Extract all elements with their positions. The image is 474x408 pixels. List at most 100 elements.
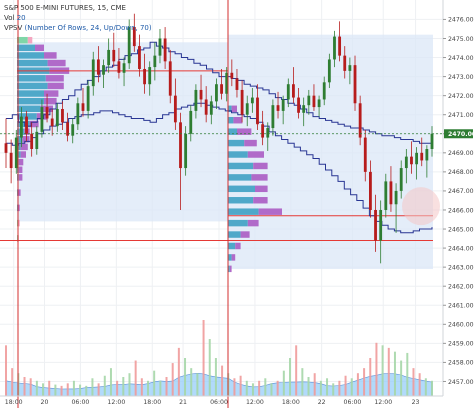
- candle-body: [353, 65, 357, 104]
- candle-body: [61, 108, 64, 123]
- volume-bar: [282, 370, 285, 396]
- candle-body: [410, 156, 413, 165]
- profile-up-bar: [17, 44, 35, 52]
- volume-bar: [54, 384, 57, 396]
- candle-body: [173, 95, 177, 123]
- candle-body: [261, 124, 265, 138]
- volume-bar: [29, 378, 32, 396]
- candle-body: [30, 133, 34, 150]
- profile-down-bar: [20, 143, 28, 151]
- volume-bar: [134, 360, 137, 396]
- price-tick-label: 2461.00: [448, 303, 474, 310]
- price-tick-label: 2467.00: [448, 188, 474, 195]
- price-tick-label: 2465.00: [448, 226, 474, 233]
- profile-up-bar: [17, 235, 18, 242]
- candle-body: [322, 82, 326, 100]
- profile-down-bar: [231, 105, 237, 113]
- profile-down-bar: [44, 52, 57, 59]
- profile-down-bar: [18, 166, 23, 173]
- price-tick-label: 2471.00: [448, 112, 474, 119]
- candle-body: [19, 116, 23, 138]
- candle-body: [209, 101, 213, 115]
- candle-body: [281, 99, 285, 111]
- candle-body: [420, 152, 424, 161]
- price-tick-label: 2473.00: [448, 74, 474, 81]
- vwap-lower-band: [6, 102, 433, 234]
- volume-bar: [363, 368, 366, 396]
- profile-down-bar: [235, 242, 241, 250]
- time-tick-label: 06:00: [344, 399, 362, 406]
- candle-body: [348, 65, 352, 71]
- candle-body: [86, 86, 90, 111]
- profile-up-bar: [17, 105, 41, 113]
- price-tick-label: 2464.00: [448, 245, 474, 252]
- time-tick-label: 23: [412, 399, 420, 406]
- volume-bar: [375, 342, 378, 396]
- volume-value: 20: [16, 14, 26, 22]
- profile-up-bar: [17, 75, 46, 82]
- profile-down-bar: [255, 185, 268, 193]
- candle-body: [14, 137, 18, 169]
- profile-up-bar: [228, 128, 237, 135]
- profile-down-bar: [247, 151, 264, 158]
- profile-up-bar: [17, 82, 48, 90]
- profile-up-bar: [228, 116, 234, 124]
- volume-bar: [140, 378, 143, 396]
- candle-body: [276, 105, 280, 111]
- price-tick-label: 2457.00: [448, 379, 474, 386]
- profile-down-bar: [47, 59, 66, 67]
- volume-bar: [424, 378, 427, 396]
- vwap-upper-band: [6, 41, 433, 146]
- candle-body: [368, 171, 372, 210]
- profile-down-bar: [251, 174, 268, 181]
- price-tick-label: 2463.00: [448, 264, 474, 271]
- profile-down-bar: [17, 219, 20, 227]
- price-tick-label: 2466.00: [448, 207, 474, 214]
- volume-bar: [97, 383, 100, 396]
- candle-body: [184, 133, 188, 169]
- candle-body: [45, 107, 49, 119]
- volume-bar: [313, 373, 316, 396]
- symbol-title: S&P 500 E-MINI FUTURES, 15, CME: [4, 4, 126, 12]
- price-tick-label: 2476.00: [448, 17, 474, 24]
- volume-bar: [5, 345, 7, 396]
- volume-bar: [190, 368, 193, 396]
- candle-body: [55, 108, 59, 127]
- candle-body: [363, 137, 367, 172]
- volume-bar: [301, 368, 304, 396]
- candle-body: [158, 38, 162, 56]
- volume-bar: [116, 380, 119, 396]
- current-price-label: 2470.00: [448, 131, 474, 138]
- volume-bar: [60, 385, 63, 396]
- volume-bar: [202, 320, 205, 396]
- time-tick-label: 18:00: [5, 399, 23, 406]
- candle-body: [76, 103, 80, 125]
- candle-body: [81, 103, 85, 111]
- candle-body: [230, 72, 234, 79]
- volume-bar: [91, 378, 94, 396]
- volume-bar: [42, 383, 45, 396]
- price-tick-label: 2468.00: [448, 169, 474, 176]
- profile-down-bar: [27, 36, 33, 44]
- profile-up-bar: [17, 151, 21, 158]
- profile-down-bar: [20, 151, 26, 158]
- volume-bar: [214, 358, 217, 396]
- candle-body: [384, 181, 388, 210]
- volume-bar: [431, 380, 433, 396]
- volume-bar: [418, 373, 421, 396]
- candle-body: [204, 99, 208, 115]
- candle-body: [40, 107, 44, 132]
- candle-body: [189, 110, 193, 134]
- candle-body: [302, 105, 306, 113]
- candle-body: [199, 89, 203, 100]
- volume-legend: Vol 20: [4, 13, 152, 23]
- candle-body: [127, 27, 131, 64]
- volume-bar: [48, 380, 51, 396]
- volume-bar: [332, 383, 335, 396]
- volume-bar: [381, 345, 384, 396]
- volume-label: Vol: [4, 14, 15, 22]
- volume-bar: [103, 375, 106, 396]
- volume-bar: [406, 352, 409, 396]
